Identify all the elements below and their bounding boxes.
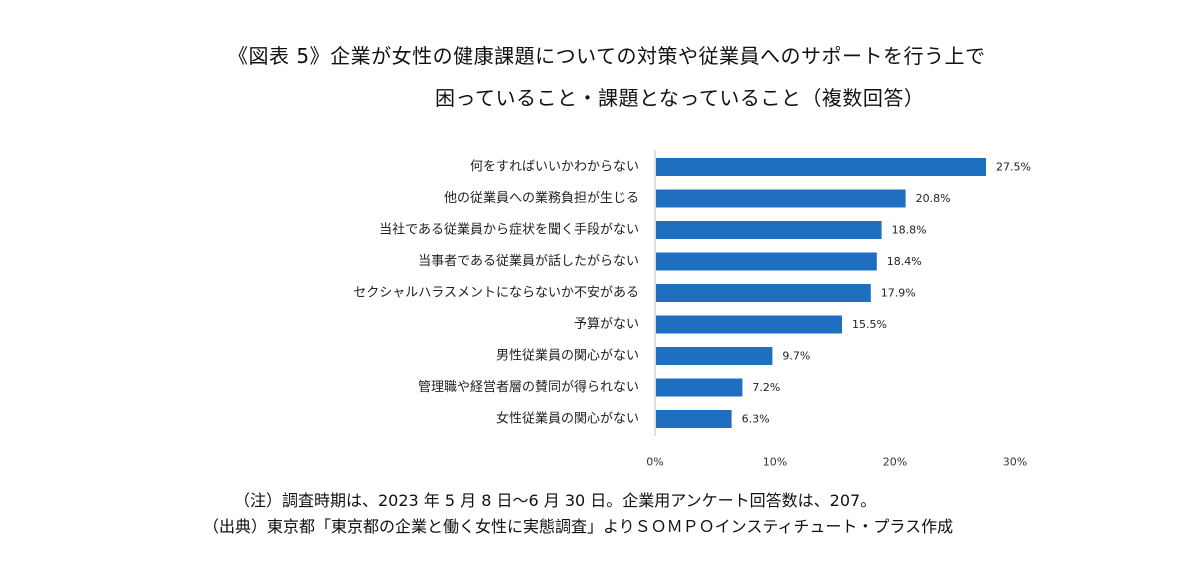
bar [656,221,882,239]
bar [656,252,877,271]
value-label: 20.8% [916,192,951,205]
chart-title-line-1: 《図表 5》企業が女性の健康課題についての対策や従業員へのサポートを行う上で [228,44,986,68]
x-tick-label: 0% [646,456,663,469]
category-label: 何をすればいいかわからない [470,159,639,175]
bar [656,284,871,302]
category-label: 他の従業員への業務負担が生じる [444,190,639,206]
value-label: 18.8% [892,224,927,237]
value-label: 7.2% [752,381,780,394]
bar [656,347,773,365]
value-label: 6.3% [742,413,770,426]
category-label: 当事者である従業員が話したがらない [418,253,639,269]
value-label: 27.5% [996,161,1031,174]
value-label: 9.7% [782,350,810,363]
category-label: 予算がない [574,317,639,332]
category-label: 管理職や経営者層の賛同が得られない [418,379,639,395]
bar [656,378,743,397]
bar [656,189,906,208]
category-label: セクシャルハラスメントにならないか不安がある [353,286,639,301]
x-tick-label: 10% [763,456,787,469]
x-tick-label: 20% [883,456,907,469]
chart-title-line-2: 困っていること・課題となっていること（複数回答） [435,86,925,110]
bar [656,410,732,428]
category-label: 当社である従業員から症状を聞く手段がない [379,222,639,238]
value-label: 15.5% [852,318,887,331]
category-label: 男性従業員の関心がない [496,348,639,364]
survey-note: （注）調査時期は、2023 年 5 月 8 日～6 月 30 日。企業用アンケー… [234,491,877,510]
source-note: （出典）東京都「東京都の企業と働く女性に実態調査」よりＳＯＭＰＯインスティチュー… [203,517,954,536]
value-label: 17.9% [881,287,916,300]
bar [656,315,842,334]
category-label: 女性従業員の関心がない [496,411,639,427]
bar [656,158,986,176]
x-tick-label: 30% [1003,456,1027,469]
value-label: 18.4% [887,255,922,268]
